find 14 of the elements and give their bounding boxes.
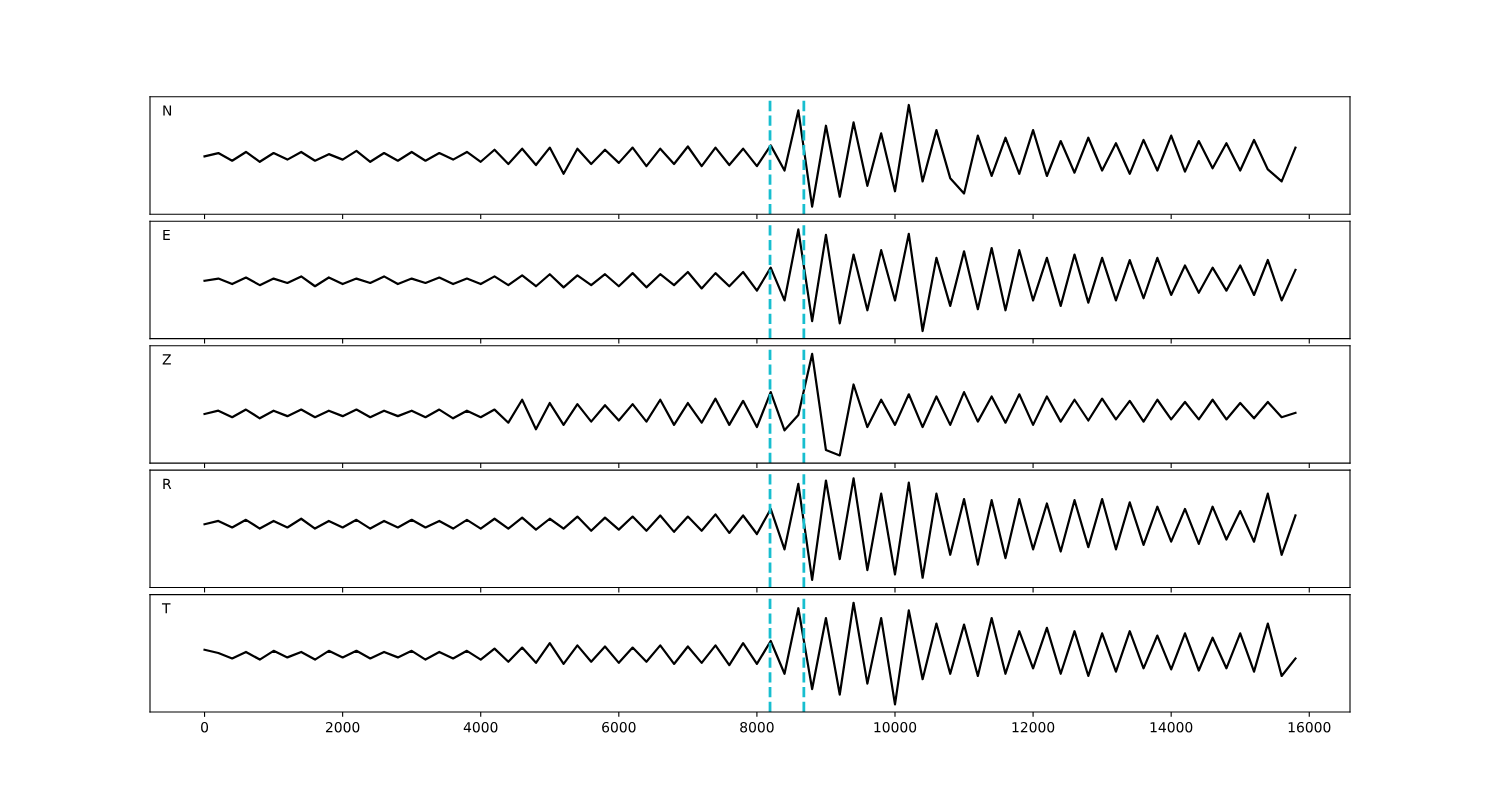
annotation: E (163, 229, 170, 241)
x-tick-label: 0 (201, 721, 209, 733)
x-tick-label: 14000 (1150, 721, 1193, 733)
x-tick-label: 16000 (1288, 721, 1331, 733)
x-tick-label: 2000 (325, 721, 360, 733)
x-tick-label: 10000 (874, 721, 917, 733)
annotation: R (163, 478, 172, 489)
annotation: N (163, 105, 172, 116)
x-tick-label: 6000 (602, 721, 636, 733)
annotation: T (161, 603, 171, 614)
annotation: Z (162, 354, 171, 365)
x-tick-label: 12000 (1012, 721, 1055, 733)
x-tick-label: 8000 (740, 721, 774, 733)
x-tick-label: 4000 (463, 721, 498, 733)
